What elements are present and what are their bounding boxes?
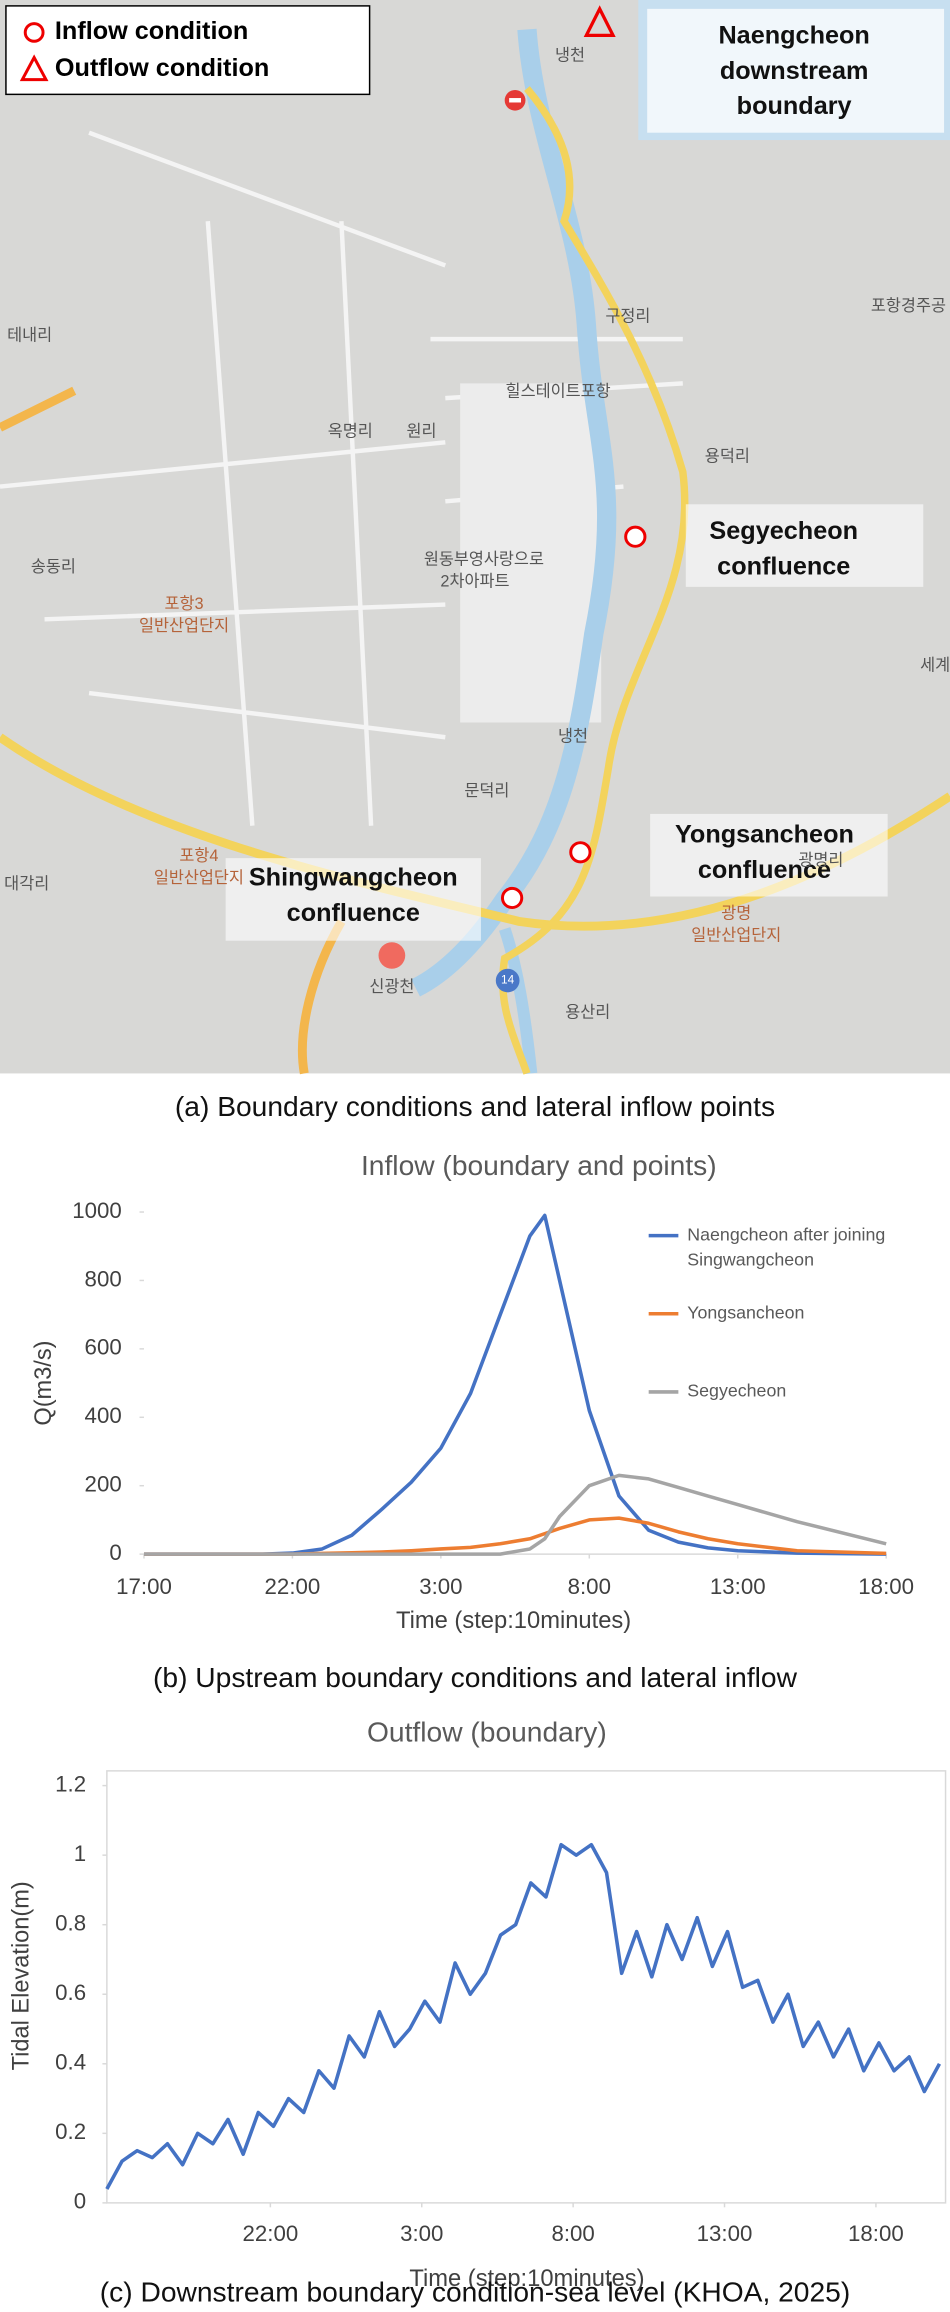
place-label: 포항4 bbox=[179, 847, 218, 865]
x-tick-label: 18:00 bbox=[858, 1574, 914, 1599]
x-tick-label: 17:00 bbox=[116, 1574, 172, 1599]
place-label: 구정리 bbox=[605, 307, 650, 325]
y-tick-label: 200 bbox=[85, 1472, 122, 1497]
x-axis-label: Time (step:10minutes) bbox=[396, 1608, 631, 1634]
place-label: 신광천 bbox=[369, 978, 414, 996]
x-tick-label: 3:00 bbox=[419, 1574, 462, 1599]
line-series bbox=[105, 1842, 942, 2190]
line-series bbox=[143, 1516, 887, 1556]
place-label: 2차아파트 bbox=[440, 573, 509, 591]
y-tick-label: 0.4 bbox=[55, 2050, 86, 2075]
line-series bbox=[143, 1213, 887, 1556]
place-label: 원동부영사랑으로 bbox=[424, 551, 544, 569]
callout-label: Yongsancheon bbox=[675, 821, 854, 849]
charts: Inflow (boundary and points) Time (step:1… bbox=[8, 1150, 947, 2292]
y-axis-label: Tidal Elevation(m) bbox=[8, 1881, 34, 2070]
x-tick-label: 13:00 bbox=[697, 2221, 753, 2246]
y-tick-label: 400 bbox=[85, 1403, 122, 1428]
y-tick-label: 1 bbox=[74, 1841, 86, 1866]
callout-label: confluence bbox=[698, 856, 831, 884]
map-labels: Inflow condition Outflow condition Naengch… bbox=[4, 17, 950, 1021]
legend-label: Inflow condition bbox=[55, 17, 248, 45]
legend-label: Naengcheon after joining Singwangcheon bbox=[687, 1224, 885, 1269]
callout-label: Naengcheon bbox=[718, 22, 869, 50]
y-tick-label: 800 bbox=[85, 1266, 122, 1291]
place-label: 냉천 bbox=[555, 46, 585, 64]
y-tick-label: 0.2 bbox=[55, 2119, 86, 2144]
place-label: 힐스테이트포항 bbox=[506, 383, 611, 401]
plot-frame bbox=[106, 1770, 947, 2204]
place-label: 포항경주공 bbox=[871, 297, 946, 315]
x-tick-label: 8:00 bbox=[551, 2221, 594, 2246]
callout-label: Segyecheon bbox=[709, 517, 858, 545]
line-series bbox=[143, 1473, 887, 1556]
place-label: 용산리 bbox=[565, 1003, 610, 1021]
place-label: 원리 bbox=[407, 422, 437, 440]
caption: (b) Upstream boundary conditions and lat… bbox=[153, 1662, 798, 1693]
callout-label: downstream bbox=[720, 57, 869, 85]
place-label: 포항3 bbox=[165, 595, 204, 613]
place-label: 송동리 bbox=[31, 558, 76, 576]
y-tick-label: 1.2 bbox=[55, 1772, 86, 1797]
place-label: 일반산업단지 bbox=[154, 869, 244, 887]
place-label: 테내리 bbox=[7, 327, 52, 345]
legend-label: Outflow condition bbox=[55, 54, 269, 82]
place-label: 14 bbox=[501, 973, 515, 987]
callout-label: Shingwangcheon bbox=[249, 863, 458, 891]
callout-label: boundary bbox=[737, 92, 852, 120]
callout-label: confluence bbox=[287, 899, 420, 927]
legend-label: Segyecheon bbox=[687, 1381, 786, 1401]
y-tick-label: 0.6 bbox=[55, 1980, 86, 2005]
y-tick-label: 0 bbox=[74, 2189, 86, 2214]
x-tick-label: 13:00 bbox=[710, 1574, 766, 1599]
place-label: 용덕리 bbox=[705, 447, 750, 465]
y-axis-label: Q(m3/s) bbox=[31, 1341, 57, 1426]
chart-title: Inflow (boundary and points) bbox=[361, 1150, 717, 1181]
chart-title: Outflow (boundary) bbox=[367, 1716, 607, 1747]
place-label: 일반산업단지 bbox=[139, 617, 229, 635]
place-label: 대각리 bbox=[4, 875, 49, 893]
x-axis-label: Time (step:10minutes) bbox=[409, 2266, 644, 2292]
caption: (a) Boundary conditions and lateral infl… bbox=[175, 1091, 775, 1122]
x-tick-label: 22:00 bbox=[265, 1574, 321, 1599]
legend-label: Yongsancheon bbox=[687, 1302, 804, 1322]
map-background bbox=[0, 0, 950, 1075]
place-label: 냉천 bbox=[558, 728, 588, 746]
caption: (c) Downstream boundary condition-sea le… bbox=[100, 2277, 850, 2308]
place-label: 일반산업단지 bbox=[691, 927, 781, 945]
y-tick-label: 600 bbox=[85, 1335, 122, 1360]
x-tick-label: 8:00 bbox=[568, 1574, 611, 1599]
y-tick-label: 0.8 bbox=[55, 1911, 86, 1936]
x-tick-label: 3:00 bbox=[400, 2221, 443, 2246]
y-tick-label: 1000 bbox=[72, 1198, 122, 1223]
callout-label: confluence bbox=[717, 552, 850, 580]
place-label: 옥명리 bbox=[328, 422, 373, 440]
x-tick-label: 18:00 bbox=[848, 2221, 904, 2246]
place-label: 광명리 bbox=[798, 851, 843, 869]
place-label: 문덕리 bbox=[464, 782, 509, 800]
place-label: 광명 bbox=[721, 905, 751, 923]
x-tick-label: 22:00 bbox=[243, 2221, 299, 2246]
place-label: 세계 bbox=[920, 657, 950, 675]
y-tick-label: 0 bbox=[109, 1540, 121, 1565]
